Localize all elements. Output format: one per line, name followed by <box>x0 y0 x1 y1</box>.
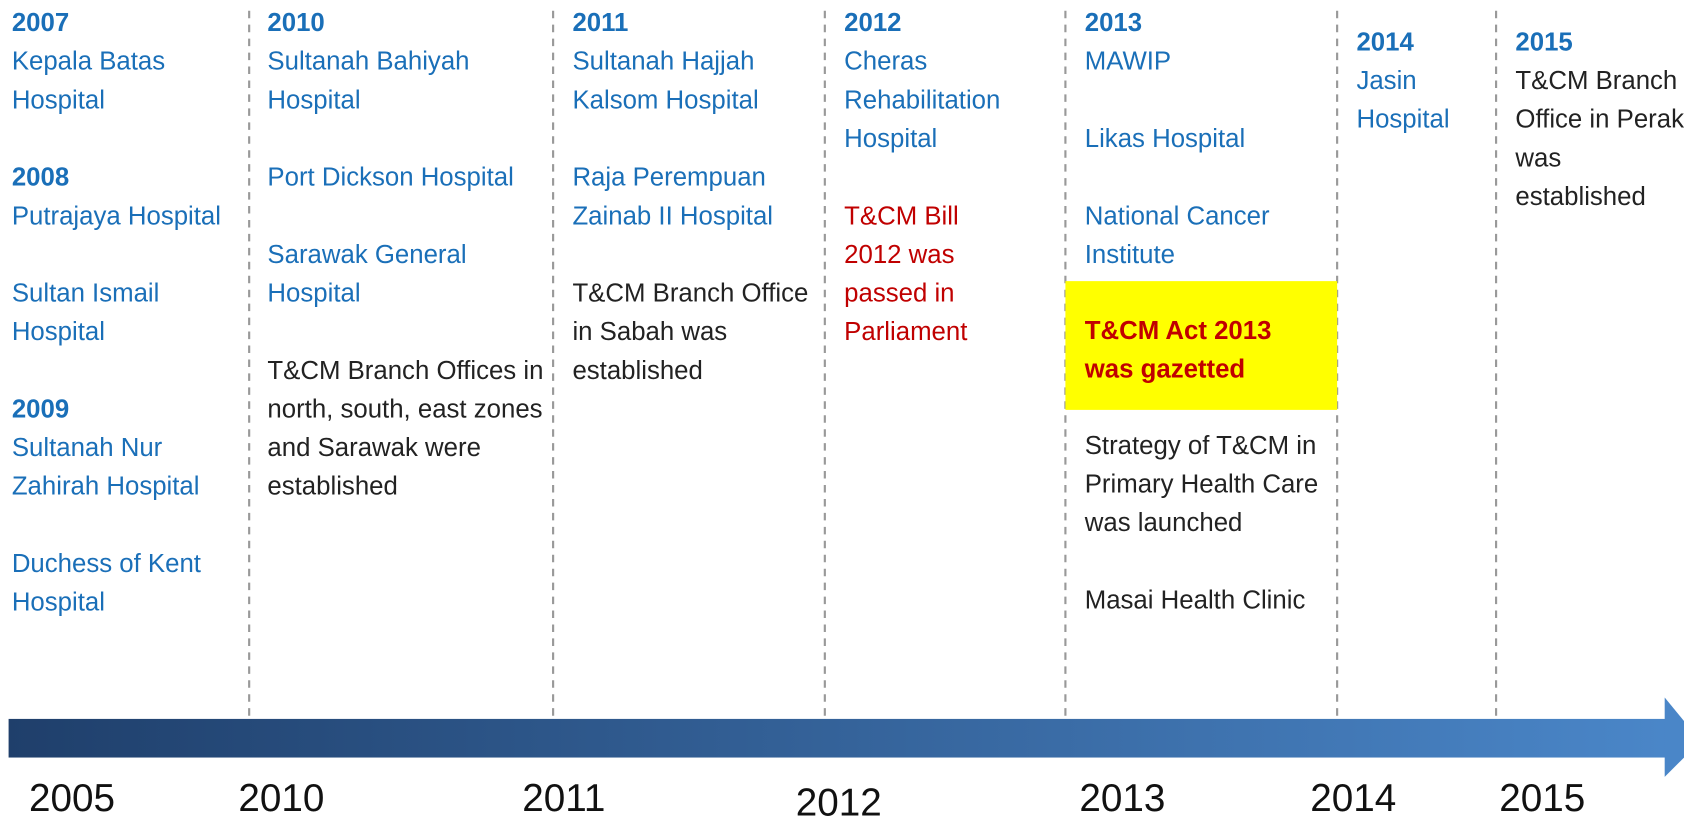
axis-label: 2005 <box>28 775 115 820</box>
timeline-column: 2012 Cheras Rehabilitation Hospital T&CM B… <box>844 4 1010 352</box>
axis-label: 2010 <box>238 775 325 820</box>
timeline-bar <box>8 718 1667 758</box>
hospital: National Cancer Institute <box>1084 201 1270 270</box>
timeline-column: 2007 Kepala Batas Hospital 2008 Putrajaya H… <box>12 4 243 622</box>
year-heading: 2015 <box>1515 27 1573 57</box>
hospital: Sultan Ismail Hospital <box>11 278 160 347</box>
year-heading: 2007 <box>11 8 70 38</box>
hospital: Sultanah Hajjah Kalsom Hospital <box>572 47 759 115</box>
hospital: Kepala Batas Hospital <box>11 47 166 115</box>
hospital: Likas Hospital <box>1084 124 1246 154</box>
event: Masai Health Clinic <box>1084 585 1306 615</box>
event: T&CM Branch Office in Sabah was establis… <box>572 278 809 386</box>
hospital: Port Dickson Hospital <box>267 163 514 193</box>
hospital: Duchess of Kent Hospital <box>11 549 201 617</box>
event: T&CM Branch Offices in north, south, eas… <box>267 356 544 502</box>
timeline-column: 2015 T&CM Branch Office in Perak was esta… <box>1515 24 1684 217</box>
axis-label: 2011 <box>522 775 606 820</box>
axis-label: 2013 <box>1079 775 1166 820</box>
hospital: Sarawak General Hospital <box>267 240 467 308</box>
hospital: Cheras Rehabilitation Hospital <box>844 47 1001 154</box>
hospital: Putrajaya Hospital <box>11 201 221 231</box>
event: Strategy of T&CM in Primary Health Care … <box>1084 431 1319 538</box>
hospital: Sultanah Nur Zahirah Hospital <box>11 433 200 502</box>
timeline-column: 2013 MAWIP Likas Hospital National Cancer I… <box>1065 4 1338 620</box>
year-heading: 2009 <box>11 394 70 424</box>
axis-label: 2015 <box>1499 775 1586 820</box>
timeline-column: 2011 Sultanah Hajjah Kalsom Hospital Raja … <box>572 4 819 390</box>
year-heading: 2013 <box>1084 8 1143 38</box>
year-heading: 2014 <box>1356 27 1414 57</box>
hospital: Jasin Hospital <box>1356 66 1450 135</box>
bill-event: T&CM Bill 2012 was passed in Parliament <box>844 201 968 347</box>
hospital: MAWIP <box>1084 47 1172 77</box>
timeline-column: 2010 Sultanah Bahiyah Hospital Port Dickso… <box>267 4 546 506</box>
axis-label: 2014 <box>1310 775 1397 820</box>
hospital: Raja Perempuan Zainab II Hospital <box>572 163 774 231</box>
timeline-column: 2014 Jasin Hospital <box>1356 24 1463 140</box>
year-heading: 2011 <box>572 8 629 38</box>
year-heading: 2008 <box>11 163 70 193</box>
hospital: Sultanah Bahiyah Hospital <box>267 47 470 115</box>
highlight-event: T&CM Act 2013 was gazetted <box>1065 281 1338 410</box>
year-heading: 2010 <box>267 8 325 38</box>
event: T&CM Branch Office in Perak was establis… <box>1515 66 1684 212</box>
axis-label: 2012 <box>795 780 882 823</box>
year-heading: 2012 <box>844 8 902 38</box>
timeline-arrowhead <box>1664 697 1684 777</box>
